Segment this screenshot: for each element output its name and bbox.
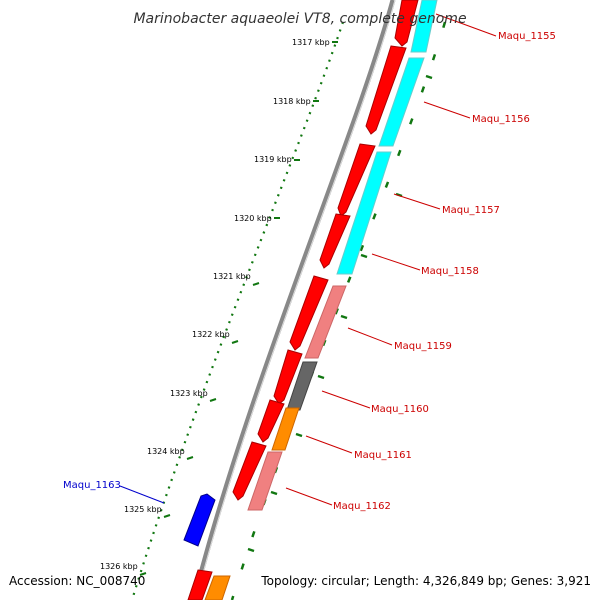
tick-label: 1325 kbp xyxy=(124,505,162,514)
tick-label: 1324 kbp xyxy=(147,447,185,456)
gene-label-maqu-1161[interactable]: Maqu_1161 xyxy=(354,450,412,461)
label-leaders xyxy=(119,13,497,506)
gene-label-maqu-1155[interactable]: Maqu_1155 xyxy=(498,31,556,42)
gene-label-maqu-1162[interactable]: Maqu_1162 xyxy=(333,501,391,512)
gene-label-maqu-1159[interactable]: Maqu_1159 xyxy=(394,341,452,352)
forward-cds-track xyxy=(187,0,419,600)
gene-label-maqu-1163[interactable]: Maqu_1163 xyxy=(63,480,121,491)
topology-text: Topology: circular; Length: 4,326,849 bp… xyxy=(261,574,591,588)
gene-label-maqu-1158[interactable]: Maqu_1158 xyxy=(421,266,479,277)
tick-labels: 1317 kbp 1318 kbp 1319 kbp 1320 kbp 1321… xyxy=(100,38,338,576)
tick-label: 1320 kbp xyxy=(234,214,272,223)
cyan-track xyxy=(336,0,438,275)
tick-label: 1322 kbp xyxy=(192,330,230,339)
map-title: Marinobacter aquaeolei VT8, complete gen… xyxy=(133,11,466,27)
tick-label: 1317 kbp xyxy=(292,38,330,47)
tick-label: 1326 kbp xyxy=(100,562,138,571)
tick-label: 1323 kbp xyxy=(170,389,208,398)
tick-ruler-line xyxy=(130,21,345,600)
gene-arrow-maqu-1163[interactable] xyxy=(183,493,216,547)
tick-label: 1318 kbp xyxy=(273,97,311,106)
accession-text: Accession: NC_008740 xyxy=(9,574,146,588)
outer-tick-line xyxy=(230,21,447,600)
tick-label: 1319 kbp xyxy=(254,155,292,164)
secondary-track xyxy=(204,285,347,600)
genome-backbone xyxy=(191,0,396,600)
tick-label: 1321 kbp xyxy=(213,272,251,281)
gene-label-maqu-1160[interactable]: Maqu_1160 xyxy=(371,404,429,415)
outer-dashes xyxy=(247,74,433,553)
gene-labels: Maqu_1155 Maqu_1156 Maqu_1157 Maqu_1158 … xyxy=(63,31,556,512)
gene-label-maqu-1156[interactable]: Maqu_1156 xyxy=(472,114,530,125)
genome-backbone-highlight xyxy=(195,0,396,600)
gene-label-maqu-1157[interactable]: Maqu_1157 xyxy=(442,205,500,216)
